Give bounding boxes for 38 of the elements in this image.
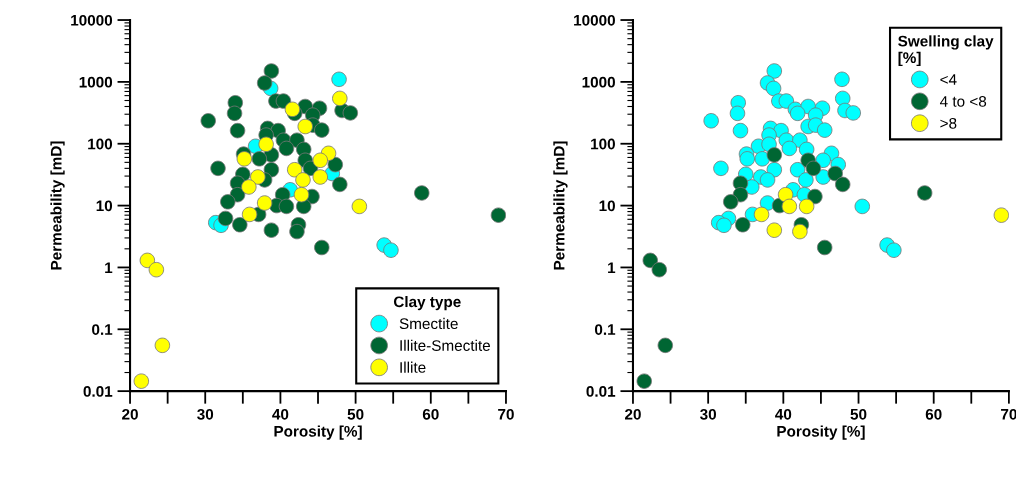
y-tick-label: 1	[608, 262, 616, 273]
legend-label: 4 to <8	[939, 96, 987, 107]
y-tick-label: 1000	[582, 76, 615, 88]
y-tick-label: 100	[591, 138, 615, 150]
legend-title: Swelling clay [%]	[898, 35, 994, 67]
x-axis-title: Porosity [%]	[777, 425, 865, 440]
legend-label: >8	[940, 117, 957, 129]
y-tick-label: 10	[599, 200, 615, 212]
legend-label: <4	[940, 74, 957, 85]
x-tick-label: 20	[122, 408, 138, 420]
y-tick-label: 0.1	[92, 324, 113, 335]
x-tick-label: 30	[197, 408, 214, 420]
x-axis-title: Porosity [%]	[274, 425, 362, 440]
x-tick-label: 50	[850, 408, 867, 420]
y-axis-title: Permeability [mD]	[553, 141, 568, 270]
y-tick-label: 10000	[574, 14, 615, 26]
x-tick-label: 60	[422, 408, 439, 420]
x-tick-label: 40	[272, 408, 289, 420]
y-tick-label: 0.01	[83, 386, 113, 397]
x-tick-label: 30	[700, 408, 717, 420]
y-tick-label: 100	[88, 138, 113, 150]
x-tick-label: 40	[775, 408, 792, 420]
legend-title: Clay type	[393, 295, 461, 311]
y-tick-label: 10	[96, 200, 113, 212]
y-tick-label: 1	[105, 262, 113, 273]
x-tick-label: 20	[625, 408, 641, 420]
x-tick-label: 70	[1001, 408, 1016, 420]
x-tick-label: 70	[498, 408, 514, 420]
y-tick-label: 10000	[71, 14, 113, 26]
y-tick-label: 0.01	[586, 386, 616, 397]
legend-label: Smectite	[399, 317, 458, 330]
x-tick-label: 60	[925, 408, 942, 420]
y-tick-label: 1000	[79, 76, 113, 88]
y-tick-label: 0.1	[594, 324, 616, 335]
legend-label: Illite-Smectite	[400, 339, 491, 351]
x-tick-label: 50	[347, 408, 364, 420]
legend-label: Illite	[400, 361, 426, 373]
y-axis-title: Permeability [mD]	[50, 141, 65, 270]
